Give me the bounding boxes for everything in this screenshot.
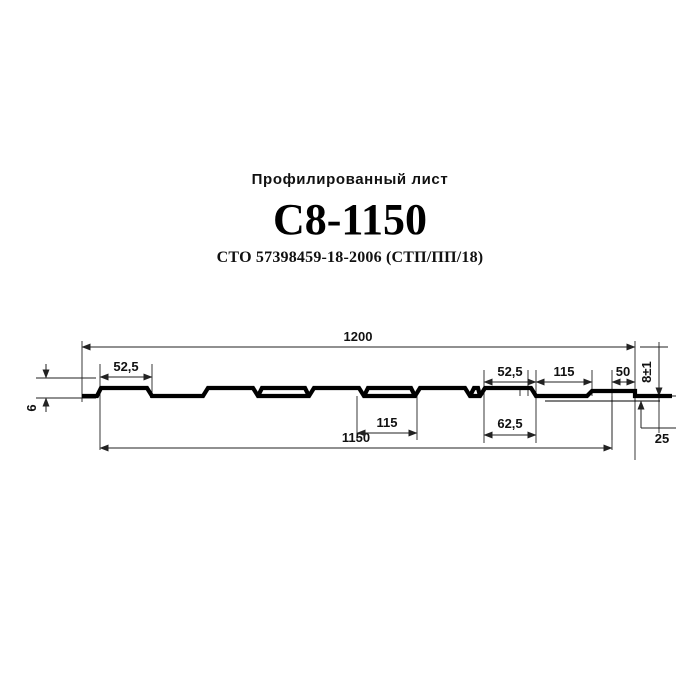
dim-rib-base: 62,5	[483, 416, 537, 439]
technical-drawing: 1200 1150 52,5 115 52,5 62,5 115	[0, 300, 700, 480]
product-standard: СТО 57398459-18-2006 (СТП/ПП/18)	[216, 249, 484, 266]
dim-label-52-5-right: 52,5	[497, 364, 522, 379]
dim-pitch-mid: 115	[356, 415, 418, 437]
sheet-profile-outline	[82, 385, 672, 402]
dim-label-115-mid: 115	[377, 415, 398, 430]
title-block: Профилированный лист С8-1150 СТО 5739845…	[0, 170, 700, 268]
dim-pitch-right: 115	[535, 364, 593, 386]
dim-rib-top-right: 52,5	[483, 364, 537, 386]
dim-label-50: 50	[616, 364, 630, 379]
dim-thickness-note: 25	[637, 400, 676, 446]
dim-label-62-5: 62,5	[497, 416, 522, 431]
dim-label-25: 25	[655, 431, 669, 446]
dim-left-offset: 6	[24, 364, 96, 412]
dim-label-52-5-left: 52,5	[113, 359, 138, 374]
dim-label-6: 6	[24, 404, 39, 411]
dim-useful-width: 1150	[99, 430, 613, 452]
dim-rib-top-left: 52,5	[99, 359, 153, 381]
product-subtitle: Профилированный лист	[251, 171, 449, 188]
dim-label-1200: 1200	[344, 329, 373, 344]
dim-label-8pm1: 8±1	[639, 361, 654, 383]
dim-total-width: 1200	[81, 329, 636, 351]
dim-label-115-right: 115	[554, 364, 575, 379]
dim-height: 8±1	[639, 346, 676, 397]
product-model: С8-1150	[273, 195, 427, 244]
dim-label-1150: 1150	[342, 430, 370, 445]
dim-edge-right: 50	[611, 364, 636, 386]
sheet-profile-ribs-mid	[256, 385, 483, 397]
